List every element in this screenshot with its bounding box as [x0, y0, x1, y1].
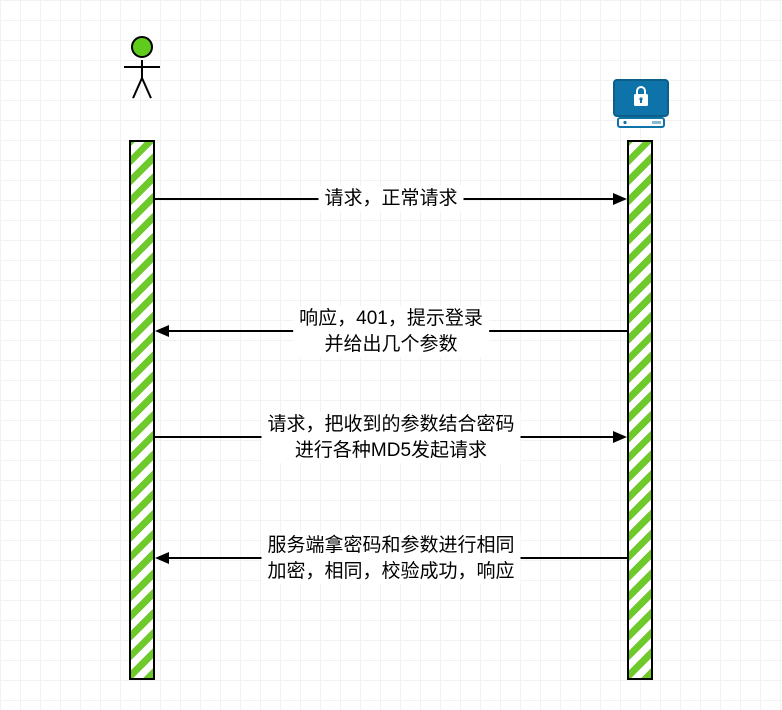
message-text-4: 服务端拿密码和参数进行相同 加密，相同，校验成功，响应: [261, 533, 520, 584]
message-text-1: 请求，正常请求: [318, 186, 463, 212]
message-text-3: 请求，把收到的参数结合密码 进行各种MD5发起请求: [261, 412, 520, 463]
message-line: 并给出几个参数: [324, 334, 457, 355]
server-lifeline: [627, 140, 653, 680]
client-lifeline: [129, 140, 155, 680]
message-line: 响应，401，提示登录: [299, 308, 483, 329]
client-actor: [131, 36, 153, 58]
server-icon: [610, 78, 672, 135]
message-line: 请求，把收到的参数结合密码: [267, 414, 514, 435]
message-line: 进行各种MD5发起请求: [295, 440, 487, 461]
message-line: 请求，正常请求: [324, 188, 457, 209]
message-line: 加密，相同，校验成功，响应: [267, 561, 514, 582]
message-text-2: 响应，401，提示登录 并给出几个参数: [293, 306, 489, 357]
message-line: 服务端拿密码和参数进行相同: [267, 535, 514, 556]
